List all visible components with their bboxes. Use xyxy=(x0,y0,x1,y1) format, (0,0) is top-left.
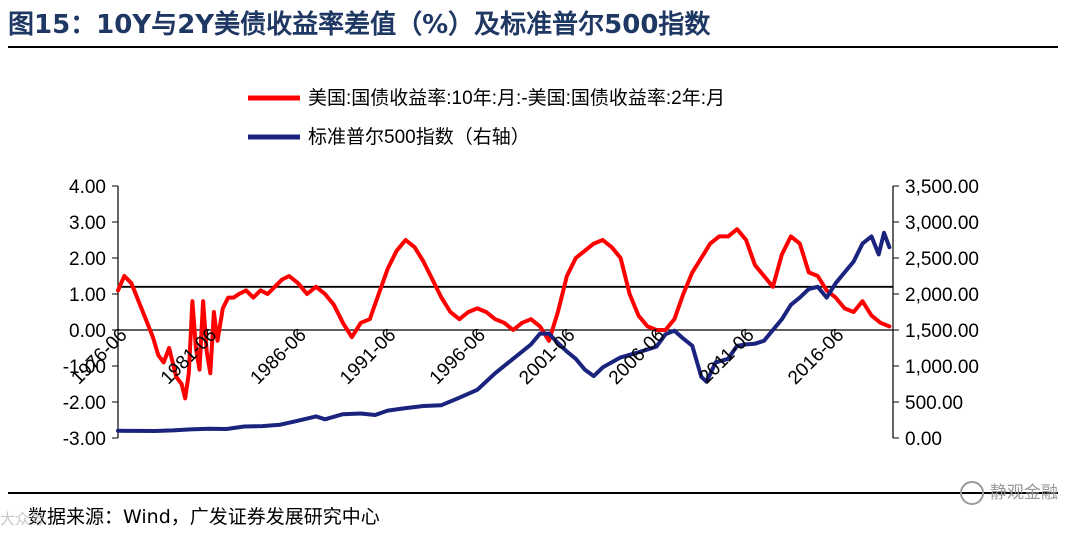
y-left-tick-label: 4.00 xyxy=(69,177,106,198)
wechat-icon xyxy=(960,481,984,505)
watermark: 静观金融 xyxy=(960,478,1058,505)
y-right-tick-label: 2,000.00 xyxy=(905,285,979,306)
series-line-spread xyxy=(116,227,892,401)
axes: 4.00 3.00 2.00 1.00 0.00 -1.00 -2.00 -3.00 3,500… xyxy=(63,177,979,450)
y-right-tick-label: 1,000.00 xyxy=(905,357,979,378)
y-left-tick-label: 3.00 xyxy=(69,213,106,234)
y-left-tick-label: -3.00 xyxy=(63,429,106,450)
chart-title: 图15：10Y与2Y美债收益率差值（%）及标准普尔500指数 xyxy=(8,10,711,40)
y-right-tick-label: 3,000.00 xyxy=(905,213,979,234)
y-left-tick-label: 0.00 xyxy=(69,321,106,342)
x-tick-label: 1986-06 xyxy=(247,325,311,389)
y-left-tick-label: -1.00 xyxy=(63,357,106,378)
y-left-tick-label: 1.00 xyxy=(69,285,106,306)
title-divider xyxy=(8,46,1058,48)
y-right-tick-label: 1,500.00 xyxy=(905,321,979,342)
legend-label-spread: 美国:国债收益率:10年:月:-美国:国债收益率:2年:月 xyxy=(308,87,725,109)
y-right-tick-label: 0.00 xyxy=(905,429,942,450)
legend: 美国:国债收益率:10年:月:-美国:国债收益率:2年:月 标准普尔500指数（… xyxy=(248,87,725,148)
source-note: 数据来源：Wind，广发证券发展研究中心 xyxy=(28,506,380,528)
y-left-tick-label: 2.00 xyxy=(69,249,106,270)
watermark-text: 静观金融 xyxy=(990,483,1058,503)
x-tick-label: 2016-06 xyxy=(784,325,848,389)
watermark-small: 大众号 xyxy=(0,510,46,528)
series-group xyxy=(116,227,892,433)
y-right-tick-label: 500.00 xyxy=(905,393,963,414)
y-right-tick-label: 3,500.00 xyxy=(905,177,979,198)
series-line-sp500 xyxy=(116,230,892,433)
source-divider xyxy=(8,492,1058,494)
y-right-tick-label: 2,500.00 xyxy=(905,249,979,270)
x-tick-label: 2011-06 xyxy=(696,325,759,388)
legend-label-sp500: 标准普尔500指数（右轴） xyxy=(308,126,530,148)
x-tick-label: 1991-06 xyxy=(336,325,400,389)
x-tick-labels: 1976-06 1981-06 1986-06 1991-06 1996-06 2001-… xyxy=(67,325,848,389)
y-left-tick-label: -2.00 xyxy=(63,393,106,414)
x-tick-label: 2006-06 xyxy=(605,325,669,389)
x-tick-label: 1996-06 xyxy=(426,325,490,389)
